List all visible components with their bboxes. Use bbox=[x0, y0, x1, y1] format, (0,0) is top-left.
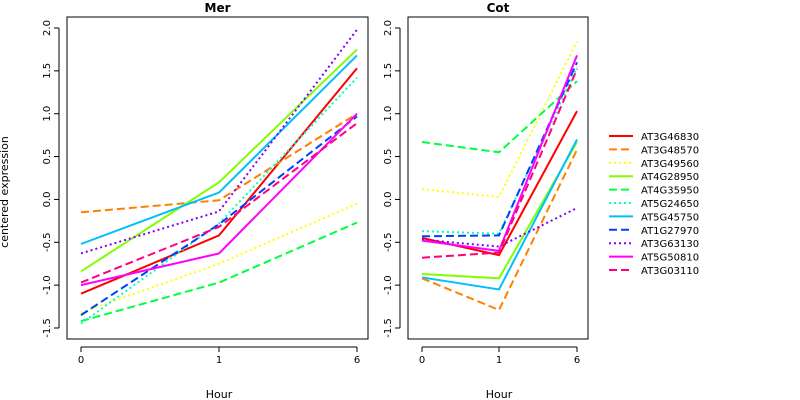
y-tick-label: 2.0 bbox=[383, 20, 394, 36]
panel-cot: Cot -1.5 -1.0 -0.5 0.0 0.5 1.0 1.5 2.0 0 1 6 Hour bbox=[383, 1, 589, 400]
y-tick-label: -1.5 bbox=[383, 318, 394, 338]
y-tick-label: -0.5 bbox=[383, 233, 394, 253]
series-line-at4g35950 bbox=[421, 80, 578, 154]
legend-label: AT3G48570 bbox=[641, 145, 699, 156]
legend-item: AT4G35950 bbox=[609, 186, 699, 197]
legend-item: AT1G27970 bbox=[609, 226, 699, 237]
x-axis-title: Hour bbox=[486, 388, 513, 400]
x-tick-label: 1 bbox=[496, 355, 502, 366]
x-tick-label: 0 bbox=[419, 355, 425, 366]
series-line-at1g27970 bbox=[80, 115, 358, 316]
legend-label: AT3G49560 bbox=[641, 159, 699, 170]
legend-item: AT5G45750 bbox=[609, 212, 699, 223]
x-tick-label: 0 bbox=[78, 355, 84, 366]
panel-title: Cot bbox=[487, 1, 510, 15]
series-line-at5g45750 bbox=[421, 138, 578, 291]
panels-layer: Mer-1.5-1.0-0.50.00.51.01.52.00 1 6HourCot… bbox=[42, 1, 589, 400]
y-tick-label: -1.0 bbox=[42, 275, 53, 295]
legend-label: AT1G27970 bbox=[641, 226, 699, 237]
y-tick-label: 1.5 bbox=[42, 63, 53, 79]
y-tick-label: 1.5 bbox=[383, 63, 394, 79]
legend-item: AT3G46830 bbox=[609, 132, 699, 143]
x-tick-label: 6 bbox=[574, 355, 580, 366]
panel-title: Mer bbox=[205, 1, 231, 15]
y-tick-label: 0.5 bbox=[42, 149, 53, 165]
series-line-at3g03110 bbox=[80, 122, 358, 284]
x-tick-label: 1 bbox=[216, 355, 222, 366]
panel-mer: Mer -1.5 -1.0 -0.5 0.0 0.5 1.0 1.5 2.0 0 1 6 Hour bbox=[42, 1, 369, 400]
y-tick-label: -1.0 bbox=[383, 275, 394, 295]
series-line-at1g27970 bbox=[421, 61, 578, 238]
legend-label: AT3G63130 bbox=[641, 239, 699, 250]
y-tick-label: 0.0 bbox=[383, 191, 394, 207]
plot-border bbox=[407, 16, 589, 340]
legend-label: AT4G28950 bbox=[641, 172, 699, 183]
y-tick-label: -1.5 bbox=[42, 318, 53, 338]
y-tick-label: 0.0 bbox=[42, 191, 53, 207]
plot-border bbox=[66, 16, 369, 340]
legend-label: AT3G03110 bbox=[641, 266, 699, 277]
y-tick-label: 0.5 bbox=[383, 149, 394, 165]
legend-label: AT3G46830 bbox=[641, 132, 699, 143]
series-line-at4g28950 bbox=[80, 48, 358, 273]
legend-label: AT5G50810 bbox=[641, 253, 699, 264]
series-line-at3g49560 bbox=[80, 202, 358, 314]
legend-label: AT4G35950 bbox=[641, 186, 699, 197]
legend: AT3G46830 AT3G48570 AT3G49560 AT4G28950 AT4G… bbox=[609, 132, 699, 277]
legend-item: AT3G03110 bbox=[609, 266, 699, 277]
series-line-at5g24650 bbox=[421, 67, 578, 235]
legend-item: AT5G24650 bbox=[609, 199, 699, 210]
series-line-at5g50810 bbox=[80, 113, 358, 287]
y-tick-label: 2.0 bbox=[42, 20, 53, 36]
series-line-at3g48570 bbox=[80, 112, 358, 214]
legend-label: AT5G45750 bbox=[641, 212, 699, 223]
x-tick-label: 6 bbox=[354, 355, 360, 366]
series-line-at3g63130 bbox=[421, 207, 578, 248]
legend-item: AT3G48570 bbox=[609, 145, 699, 156]
y-tick-label: 1.0 bbox=[383, 106, 394, 122]
series-line-at4g35950 bbox=[80, 221, 358, 323]
y-tick-label: 1.0 bbox=[42, 106, 53, 122]
x-axis-title: Hour bbox=[206, 388, 233, 400]
legend-label: AT5G24650 bbox=[641, 199, 699, 210]
y-axis-title: centered expression bbox=[0, 136, 11, 248]
y-tick-label: -0.5 bbox=[42, 233, 53, 253]
series-line-at4g28950 bbox=[421, 141, 578, 280]
legend-item: AT3G49560 bbox=[609, 159, 699, 170]
series-line-at5g24650 bbox=[80, 77, 358, 325]
legend-item: AT5G50810 bbox=[609, 253, 699, 264]
series-line-at3g63130 bbox=[80, 29, 358, 255]
series-line-at5g45750 bbox=[80, 54, 358, 245]
series-line-at3g03110 bbox=[421, 68, 578, 259]
series-line-at3g49560 bbox=[421, 41, 578, 198]
legend-item: AT3G63130 bbox=[609, 239, 699, 250]
legend-item: AT4G28950 bbox=[609, 172, 699, 183]
series-line-at3g48570 bbox=[421, 149, 578, 312]
